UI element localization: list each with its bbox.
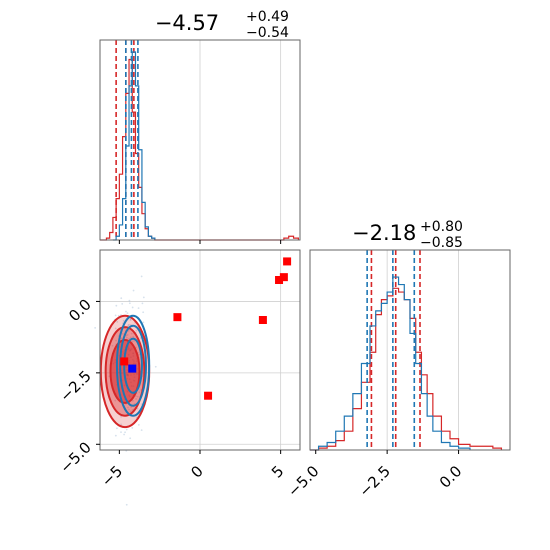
joint-sample-226 xyxy=(115,304,118,307)
joint-red-point-4 xyxy=(279,273,288,282)
joint-xtick-label-0: −5 xyxy=(98,462,126,490)
joint-sample-199 xyxy=(137,307,140,310)
joint-sample-177 xyxy=(128,302,131,305)
joint-sample-15 xyxy=(127,406,129,409)
joint-sample-222 xyxy=(114,399,117,402)
joint-red-point-0 xyxy=(173,313,182,322)
joint-red-point-6 xyxy=(120,357,129,366)
joint-sample-204 xyxy=(132,335,135,338)
p3-xtick-label-1: −2.5 xyxy=(355,462,393,500)
joint-ytick-label-2: −5.0 xyxy=(56,438,94,476)
p3-title-minus: −0.85 xyxy=(420,235,463,251)
joint-sample-53 xyxy=(138,391,141,394)
p3-xtick-label-2: 0.0 xyxy=(436,462,466,492)
joint-sample-146 xyxy=(129,318,132,321)
joint-red-point-5 xyxy=(283,257,292,266)
joint-sample-22 xyxy=(140,429,143,432)
joint-sample-35 xyxy=(127,324,130,327)
joint-sample-81 xyxy=(94,327,97,329)
joint-red-point-2 xyxy=(204,391,213,400)
p3-xtick-label-0: −5.0 xyxy=(284,462,322,500)
joint-xtick-label-1: 0 xyxy=(187,462,206,481)
p1-title: −4.57 xyxy=(155,11,219,35)
joint-sample-48 xyxy=(114,327,117,330)
joint-red-point-3 xyxy=(275,276,284,284)
joint-sample-101 xyxy=(125,503,128,506)
joint-sample-109 xyxy=(120,431,122,434)
joint-sample-228 xyxy=(131,409,134,411)
p1-title-minus: −0.54 xyxy=(246,25,289,41)
joint-sample-111 xyxy=(154,365,157,368)
joint-sample-156 xyxy=(126,334,129,336)
joint-sample-65 xyxy=(125,334,128,337)
p1-hist-series-1 xyxy=(112,51,156,241)
joint-sample-244 xyxy=(127,330,130,332)
joint-sample-216 xyxy=(132,289,135,292)
joint-contour-1-level-0 xyxy=(115,314,151,417)
joint-sample-39 xyxy=(120,337,123,340)
p1-hist-series-0 xyxy=(100,58,299,241)
joint-sample-76 xyxy=(116,320,119,323)
joint-sample-140 xyxy=(114,314,117,317)
joint-sample-241 xyxy=(125,336,128,339)
p3-frame xyxy=(309,249,511,451)
joint-sample-196 xyxy=(124,431,126,434)
joint-sample-100 xyxy=(111,344,114,347)
joint-sample-118 xyxy=(114,434,117,437)
joint-sample-51 xyxy=(125,428,128,431)
joint-sample-223 xyxy=(124,327,127,330)
joint-sample-190 xyxy=(129,319,132,321)
joint-sample-252 xyxy=(142,311,145,314)
joint-sample-93 xyxy=(120,423,122,426)
joint-sample-13 xyxy=(130,332,133,335)
p3-title-plus: +0.80 xyxy=(420,219,463,235)
joint-sample-23 xyxy=(120,297,123,300)
joint-sample-209 xyxy=(142,321,145,324)
joint-red-point-1 xyxy=(258,316,267,324)
joint-sample-27 xyxy=(133,340,135,342)
joint-sample-230 xyxy=(129,336,132,339)
joint-sample-38 xyxy=(123,433,126,436)
joint-sample-20 xyxy=(136,395,139,398)
joint-sample-91 xyxy=(136,407,139,410)
p3-hist-series-0 xyxy=(310,287,503,451)
joint-sample-153 xyxy=(121,333,124,335)
joint-sample-115 xyxy=(135,329,138,332)
joint-sample-125 xyxy=(128,323,130,326)
joint-sample-151 xyxy=(131,340,134,343)
p1-title-plus: +0.49 xyxy=(246,9,289,25)
p3-hist-series-1 xyxy=(310,276,471,451)
joint-sample-10 xyxy=(121,302,124,305)
joint-sample-231 xyxy=(126,312,129,315)
p3-title: −2.18 xyxy=(352,221,416,245)
joint-ytick-label-1: −2.5 xyxy=(56,367,94,405)
joint-sample-37 xyxy=(141,302,144,305)
joint-sample-32 xyxy=(131,306,134,309)
joint-sample-70 xyxy=(120,415,122,418)
joint-contour-1-level-1 xyxy=(119,324,147,407)
joint-sample-210 xyxy=(131,427,134,429)
joint-sample-56 xyxy=(128,408,130,411)
joint-sample-87 xyxy=(122,319,125,322)
joint-sample-136 xyxy=(137,423,140,426)
joint-sample-225 xyxy=(129,437,132,440)
joint-sample-217 xyxy=(128,299,131,302)
joint-sample-4 xyxy=(132,399,134,402)
joint-ytick-label-0: 0.0 xyxy=(65,296,95,326)
joint-sample-211 xyxy=(115,339,118,342)
joint-sample-28 xyxy=(142,296,145,299)
joint-sample-145 xyxy=(129,410,132,413)
joint-xtick-label-2: 5 xyxy=(268,462,287,481)
joint-sample-188 xyxy=(125,310,127,313)
joint-sample-116 xyxy=(140,275,143,278)
joint-sample-85 xyxy=(128,337,130,340)
joint-sample-243 xyxy=(116,427,118,430)
joint-contour-1-level-2 xyxy=(123,337,143,394)
joint-sample-24 xyxy=(135,398,137,400)
joint-blue-point-0 xyxy=(128,364,137,373)
